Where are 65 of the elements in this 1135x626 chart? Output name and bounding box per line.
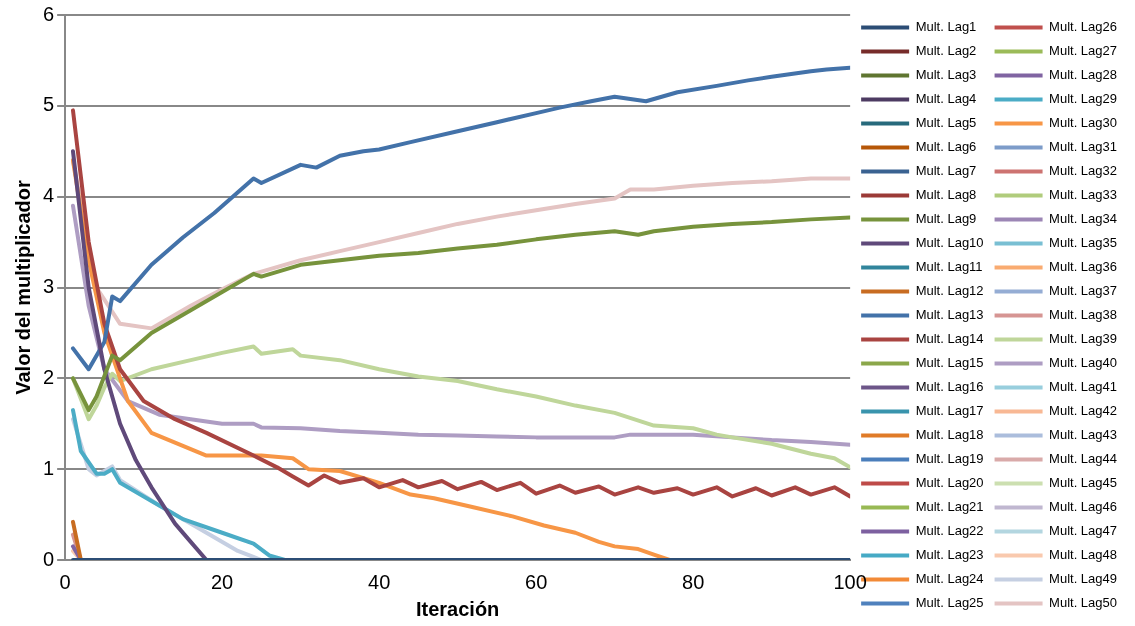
legend-label: Mult. Lag2	[915, 43, 977, 59]
legend-label: Mult. Lag20	[915, 475, 984, 491]
x-tick-label: 100	[833, 570, 867, 593]
legend-label: Mult. Lag37	[1049, 283, 1117, 299]
legend-label: Mult. Lag19	[915, 451, 984, 467]
legend-label: Mult. Lag47	[1049, 523, 1117, 539]
legend-label: Mult. Lag41	[1049, 379, 1117, 395]
x-tick-label: 0	[59, 570, 71, 593]
legend-label: Mult. Lag23	[915, 547, 984, 563]
legend-label: Mult. Lag6	[915, 139, 977, 155]
legend-label: Mult. Lag29	[1049, 91, 1117, 107]
y-tick-label: 0	[43, 547, 55, 570]
legend-label: Mult. Lag15	[915, 355, 984, 371]
legend-label: Mult. Lag17	[915, 403, 984, 419]
legend-label: Mult. Lag13	[915, 307, 984, 323]
legend-label: Mult. Lag14	[915, 331, 984, 347]
legend-label: Mult. Lag46	[1049, 499, 1117, 515]
legend-label: Mult. Lag21	[915, 499, 984, 515]
legend-label: Mult. Lag48	[1049, 547, 1117, 563]
legend-label: Mult. Lag42	[1049, 403, 1117, 419]
legend-label: Mult. Lag25	[915, 595, 984, 611]
legend-label: Mult. Lag36	[1049, 259, 1117, 275]
legend-label: Mult. Lag33	[1049, 187, 1117, 203]
legend-label: Mult. Lag39	[1049, 331, 1117, 347]
x-axis-title: Iteración	[415, 597, 500, 620]
legend-label: Mult. Lag18	[915, 427, 984, 443]
y-tick-label: 5	[43, 93, 55, 116]
y-tick-label: 1	[43, 456, 55, 479]
legend-label: Mult. Lag16	[915, 379, 984, 395]
y-tick-label: 4	[43, 184, 55, 207]
legend-label: Mult. Lag3	[915, 67, 977, 83]
legend-label: Mult. Lag50	[1049, 595, 1117, 611]
legend-label: Mult. Lag7	[915, 163, 977, 179]
legend-label: Mult. Lag38	[1049, 307, 1117, 323]
legend-label: Mult. Lag31	[1049, 139, 1117, 155]
legend-label: Mult. Lag4	[915, 91, 977, 107]
x-tick-label: 20	[211, 570, 234, 593]
legend-label: Mult. Lag8	[915, 187, 977, 203]
legend-label: Mult. Lag5	[915, 115, 977, 131]
legend-label: Mult. Lag35	[1049, 235, 1117, 251]
legend-label: Mult. Lag34	[1049, 211, 1117, 227]
legend-label: Mult. Lag40	[1049, 355, 1117, 371]
legend-label: Mult. Lag44	[1049, 451, 1117, 467]
legend-label: Mult. Lag32	[1049, 163, 1117, 179]
y-tick-label: 2	[43, 365, 55, 388]
legend-label: Mult. Lag22	[915, 523, 984, 539]
x-tick-label: 40	[368, 570, 391, 593]
legend-label: Mult. Lag45	[1049, 475, 1117, 491]
y-tick-label: 3	[43, 275, 55, 298]
legend-label: Mult. Lag28	[1049, 67, 1117, 83]
legend-label: Mult. Lag30	[1049, 115, 1117, 131]
y-tick-label: 6	[43, 2, 55, 25]
legend-label: Mult. Lag11	[915, 259, 983, 275]
legend-label: Mult. Lag1	[915, 19, 977, 35]
legend-label: Mult. Lag10	[915, 235, 984, 251]
y-axis-title: Valor del multiplicador	[11, 180, 34, 395]
x-tick-label: 60	[525, 570, 548, 593]
legend-label: Mult. Lag12	[915, 283, 984, 299]
legend-label: Mult. Lag43	[1049, 427, 1117, 443]
legend-label: Mult. Lag49	[1049, 571, 1117, 587]
legend-label: Mult. Lag26	[1049, 19, 1117, 35]
legend-label: Mult. Lag24	[915, 571, 984, 587]
x-tick-label: 80	[682, 570, 705, 593]
legend-label: Mult. Lag9	[915, 211, 977, 227]
legend-label: Mult. Lag27	[1049, 43, 1117, 59]
